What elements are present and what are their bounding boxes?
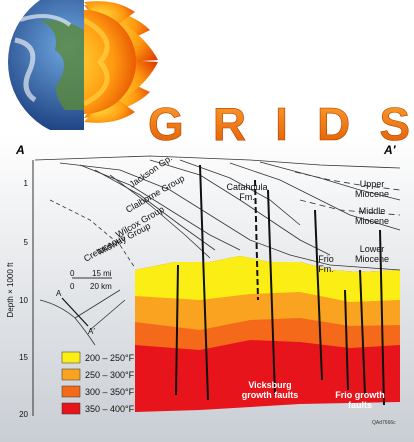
scale-label: 0 [70, 282, 75, 291]
unit-label: Catahoula [226, 182, 267, 192]
legend-swatch [61, 402, 81, 415]
faults [175, 164, 385, 406]
unit-label: Fm. [318, 264, 334, 274]
unit-label: Middle [359, 206, 386, 216]
section-start: A [15, 143, 25, 157]
legend-swatch [61, 368, 81, 381]
unit-label: Upper [360, 179, 385, 189]
depth-tick: 15 [19, 353, 28, 362]
unit-label: Vicksburg [248, 380, 291, 390]
axis-title: Depth × 1000 ft [6, 262, 15, 318]
unit-label: Fm. [239, 192, 255, 202]
unit-label: Frio [318, 254, 334, 264]
legend-swatch [61, 351, 81, 364]
temperature-zones [135, 256, 400, 412]
legend-label: 350 – 400°F [85, 404, 135, 414]
legend-label: 250 – 300°F [85, 370, 135, 380]
unit-label: Lower [360, 244, 385, 254]
unit-label: faults [348, 400, 372, 410]
map-line [61, 297, 89, 327]
logo-globe [8, 0, 158, 130]
unit-label: Miocene [355, 254, 389, 264]
depth-tick: 20 [19, 410, 28, 419]
scale-label: 20 km [90, 282, 112, 291]
scale-label: 0 [70, 269, 75, 278]
map-outline [39, 289, 126, 346]
scale-label: 15 mi [92, 269, 112, 278]
legend-label: 300 – 350°F [85, 387, 135, 397]
legend-label: 200 – 250°F [85, 353, 135, 363]
unit-label: Miocene [355, 216, 389, 226]
unit-label: Miocene [355, 189, 389, 199]
depth-tick: 1 [24, 179, 29, 188]
credit: QAd7666c [372, 420, 396, 426]
section-end: A′ [383, 143, 397, 157]
unit-label: growth faults [242, 390, 299, 400]
depth-tick: 10 [19, 296, 28, 305]
legend-swatch [61, 385, 81, 398]
map-label: A′ [88, 327, 95, 336]
strata [34, 155, 401, 271]
depth-tick: 5 [24, 238, 29, 247]
map-label: A [56, 289, 62, 298]
unit-label: Frio growth [335, 390, 385, 400]
